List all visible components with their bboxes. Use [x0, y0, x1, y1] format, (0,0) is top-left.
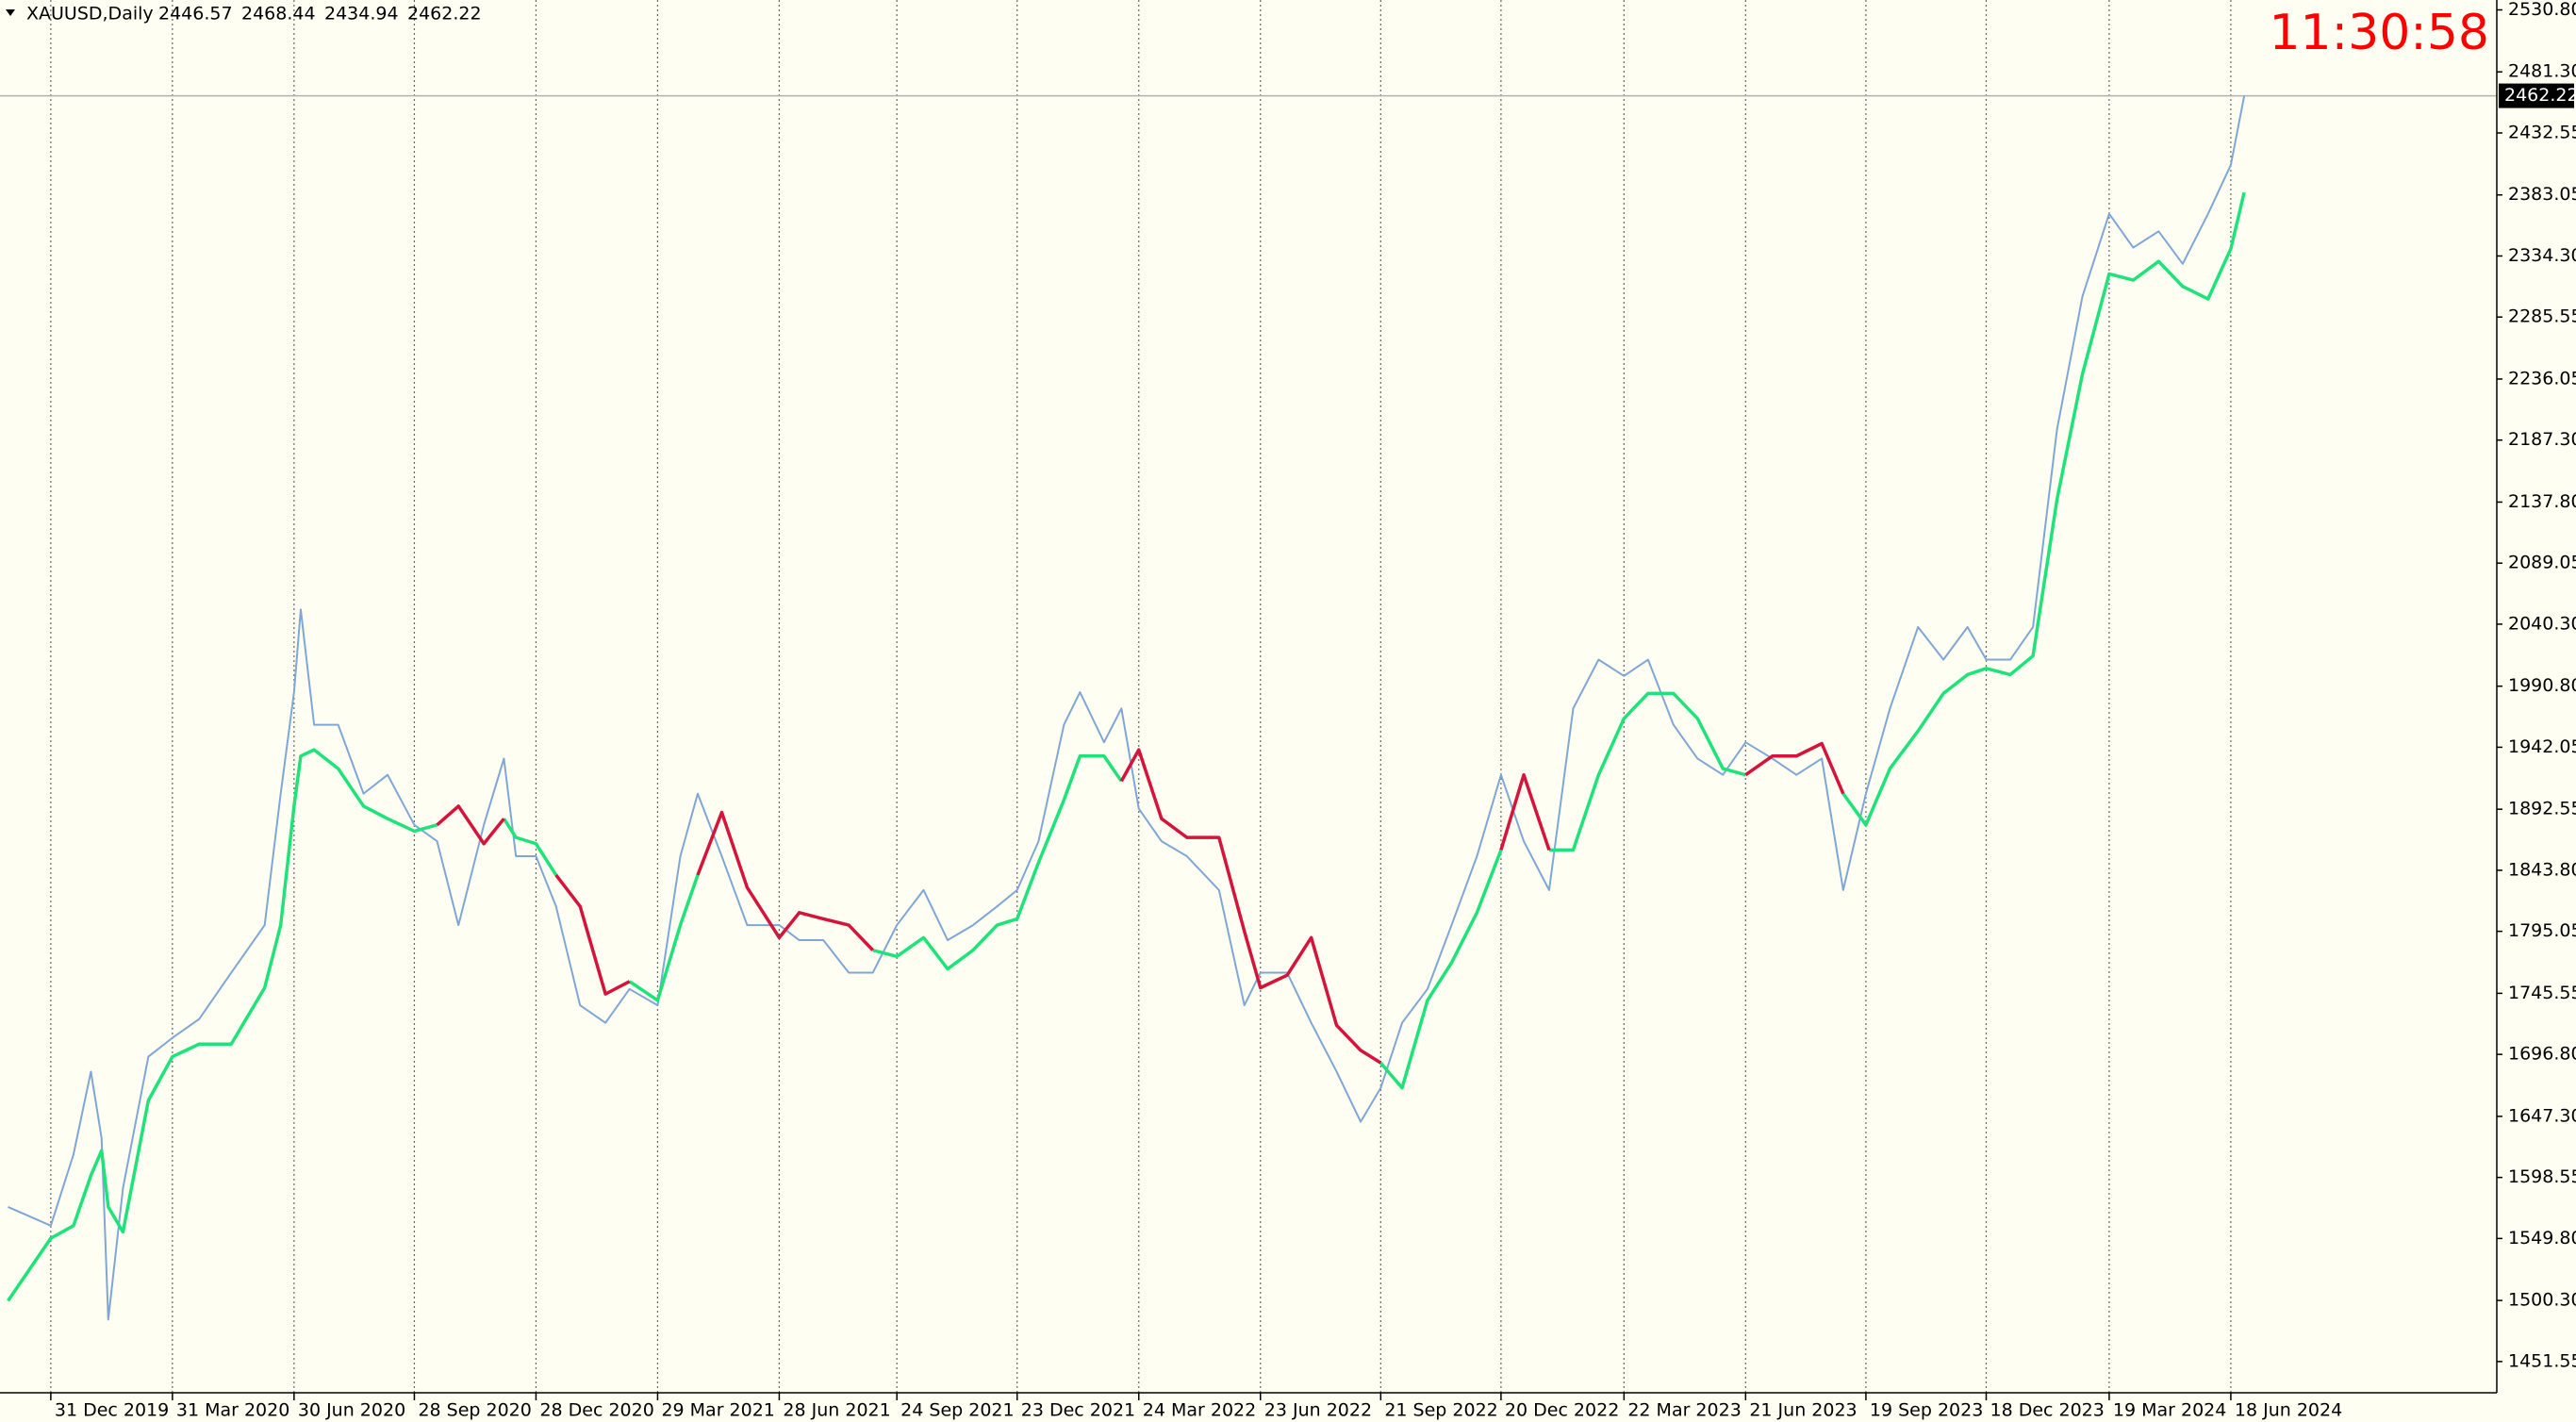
x-tick-label: 30 Jun 2020	[298, 1400, 405, 1421]
price-tag	[2499, 83, 2574, 108]
ohlc-value: 2462.22	[407, 4, 482, 25]
x-tick-label: 29 Mar 2021	[661, 1400, 774, 1421]
y-tick-label: 1647.30	[2508, 1105, 2576, 1126]
y-tick-label: 1892.55	[2508, 799, 2576, 819]
y-tick-label: 1500.30	[2508, 1290, 2576, 1311]
y-tick-label: 1745.55	[2508, 983, 2576, 1003]
x-tick-label: 23 Jun 2022	[1264, 1400, 1372, 1421]
x-tick-label: 18 Dec 2023	[1990, 1400, 2104, 1421]
y-tick-label: 2334.30	[2508, 245, 2576, 266]
x-tick-label: 24 Sep 2021	[900, 1400, 1014, 1421]
y-tick-label: 2383.05	[2508, 184, 2576, 205]
y-tick-label: 2187.30	[2508, 429, 2576, 450]
plot	[7, 95, 2246, 1321]
ohlc-value: 2446.57	[158, 4, 233, 25]
y-tick-label: 2432.55	[2508, 122, 2576, 142]
y-tick-label: 2089.05	[2508, 553, 2576, 573]
y-tick-label: 2040.30	[2508, 613, 2576, 634]
clock: 11:30:58	[2269, 5, 2489, 61]
ohlc-value: 2434.94	[324, 4, 399, 25]
price-line-series	[8, 95, 2246, 1321]
y-tick-label: 1598.55	[2508, 1166, 2576, 1187]
x-tick-label: 22 Mar 2023	[1627, 1400, 1741, 1421]
moving-average	[436, 741, 1845, 1065]
grid	[0, 0, 2497, 1393]
x-tick-label: 20 Dec 2022	[1505, 1400, 1619, 1421]
y-tick-label: 2236.05	[2508, 368, 2576, 389]
x-tick-label: 21 Sep 2022	[1384, 1400, 1497, 1421]
x-tick-label: 18 Jun 2024	[2235, 1400, 2342, 1421]
ohlc-values: 2446.57 2468.44 2434.94 2462.22	[158, 4, 482, 25]
x-tick-label: 31 Mar 2020	[176, 1400, 289, 1421]
y-tick-label: 2530.80	[2508, 0, 2576, 20]
x-tick-label: 21 Jun 2023	[1749, 1400, 1857, 1421]
y-tick-label: 1990.80	[2508, 675, 2576, 696]
price-tag-label: 2462.22	[2504, 85, 2576, 106]
x-tick-label: 24 Mar 2022	[1143, 1400, 1256, 1421]
y-tick-label: 1843.80	[2508, 859, 2576, 880]
y-tick-label: 1942.05	[2508, 736, 2576, 757]
y-tick-label: 1549.80	[2508, 1228, 2576, 1248]
x-tick-label: 28 Sep 2020	[418, 1400, 531, 1421]
y-tick-label: 2137.80	[2508, 491, 2576, 512]
x-tick-label: 28 Dec 2020	[539, 1400, 653, 1421]
y-tick-label: 1451.55	[2508, 1350, 2576, 1371]
x-tick-label: 23 Dec 2021	[1021, 1400, 1135, 1421]
y-tick-label: 1795.05	[2508, 920, 2576, 941]
axes: 2530.80 2481.30 2432.55 2383.05 2334.30 2285.…	[50, 0, 2576, 1421]
x-tick-label: 28 Jun 2021	[783, 1400, 890, 1421]
x-tick-label: 19 Sep 2023	[1870, 1400, 1983, 1421]
x-tick-label: 19 Mar 2024	[2113, 1400, 2226, 1421]
y-tick-label: 2285.55	[2508, 306, 2576, 327]
x-tick-label: 31 Dec 2019	[55, 1400, 169, 1421]
ohlc-value: 2468.44	[241, 4, 316, 25]
y-tick-label: 2481.30	[2508, 61, 2576, 82]
symbol-label: XAUUSD,Daily	[26, 4, 154, 25]
menu-triangle[interactable]	[6, 9, 15, 16]
y-tick-label: 1696.80	[2508, 1044, 2576, 1065]
